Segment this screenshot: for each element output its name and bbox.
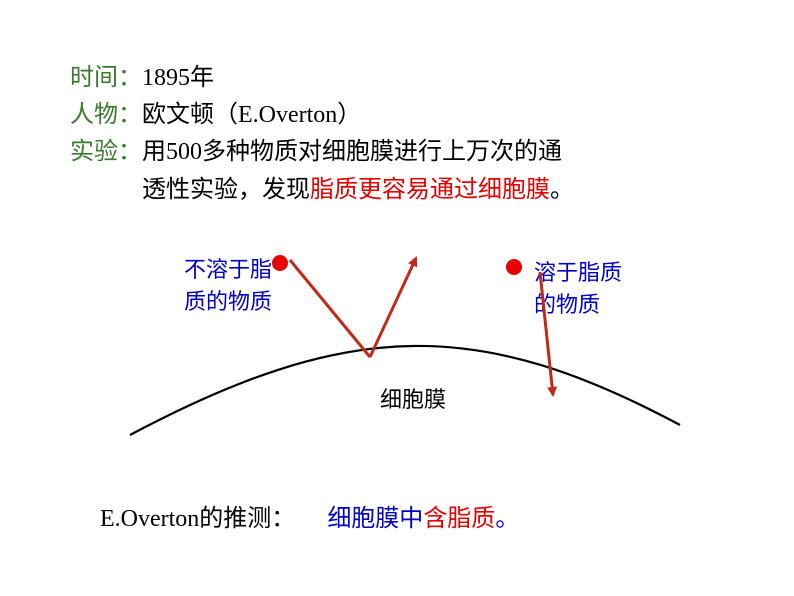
text-experiment-highlight: 脂质更容易通过细胞膜: [310, 177, 550, 203]
right-substance-label-l2: 的物质: [534, 292, 600, 317]
right-substance-label: 溶于脂质 的物质: [534, 257, 622, 321]
conclusion-p2: 含脂质: [423, 506, 495, 532]
text-person: 欧文顿（E.Overton）: [142, 102, 361, 128]
conclusion-line: E.Overton的推测： 细胞膜中含脂质。: [100, 498, 519, 533]
left-dot-icon: [272, 255, 288, 271]
label-person: 人物：: [70, 102, 142, 128]
right-substance-label-l1: 溶于脂质: [534, 260, 622, 285]
text-experiment-a: 用500多种物质对细胞膜进行上万次的通: [142, 139, 562, 165]
label-time: 时间：: [70, 65, 142, 91]
line-experiment-2: 透性实验，发现脂质更容易通过细胞膜。: [70, 172, 574, 209]
line-time: 时间：1895年: [70, 60, 574, 97]
left-substance-label: 不溶于脂 质的物质: [184, 254, 272, 318]
text-experiment-b: 透性实验，发现: [142, 177, 310, 203]
conclusion-p1: 细胞膜中: [327, 506, 423, 532]
line-person: 人物：欧文顿（E.Overton）: [70, 97, 574, 134]
info-block: 时间：1895年 人物：欧文顿（E.Overton） 实验：用500多种物质对细…: [70, 60, 574, 209]
bounce-arrow-up: [370, 258, 416, 357]
conclusion-p3: 。: [495, 506, 519, 532]
conclusion-prefix: E.Overton的推测：: [100, 506, 295, 532]
text-time: 1895年: [142, 65, 214, 91]
text-experiment-c: 。: [550, 177, 574, 203]
label-experiment: 实验：: [70, 139, 142, 165]
membrane-label: 细胞膜: [380, 382, 446, 414]
line-experiment-1: 实验：用500多种物质对细胞膜进行上万次的通: [70, 134, 574, 171]
left-substance-label-l2: 质的物质: [184, 289, 272, 314]
right-dot-icon: [506, 259, 522, 275]
left-substance-label-l1: 不溶于脂: [184, 257, 272, 282]
bounce-arrow-down: [290, 260, 370, 357]
